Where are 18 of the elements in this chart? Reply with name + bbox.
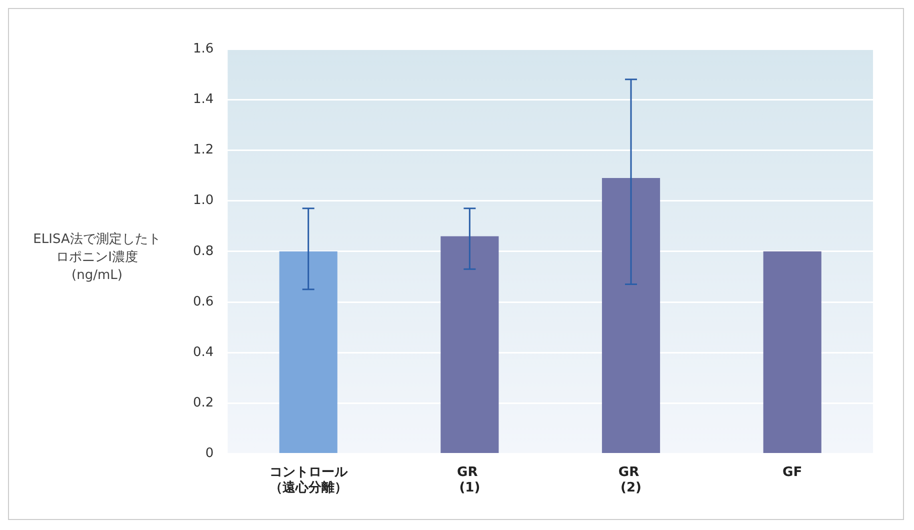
y-tick-label: 0.2 <box>192 396 214 411</box>
y-tick-label: 0.8 <box>192 244 214 259</box>
y-axis-title: ELISA法で測定したトロポニンI濃度(ng/mL) <box>32 231 162 285</box>
y-tick-label: 1.0 <box>192 193 214 208</box>
y-tick-label: 1.4 <box>192 92 214 107</box>
y-tick-label: 1.2 <box>192 142 214 158</box>
bar <box>440 236 499 454</box>
x-tick-label: GF <box>782 464 802 480</box>
x-tick-label: コントロール（遠心分離） <box>269 464 348 496</box>
y-tick-label: 0 <box>205 446 214 462</box>
y-tick-label: 0.4 <box>192 344 214 360</box>
y-tick-label: 1.6 <box>192 41 214 56</box>
bar <box>279 251 338 454</box>
bar <box>763 251 822 454</box>
x-tick-label: GR (2) <box>618 464 644 496</box>
bar <box>602 178 660 454</box>
y-tick-label: 0.6 <box>192 294 214 310</box>
x-tick-label: GR (1) <box>457 464 482 496</box>
